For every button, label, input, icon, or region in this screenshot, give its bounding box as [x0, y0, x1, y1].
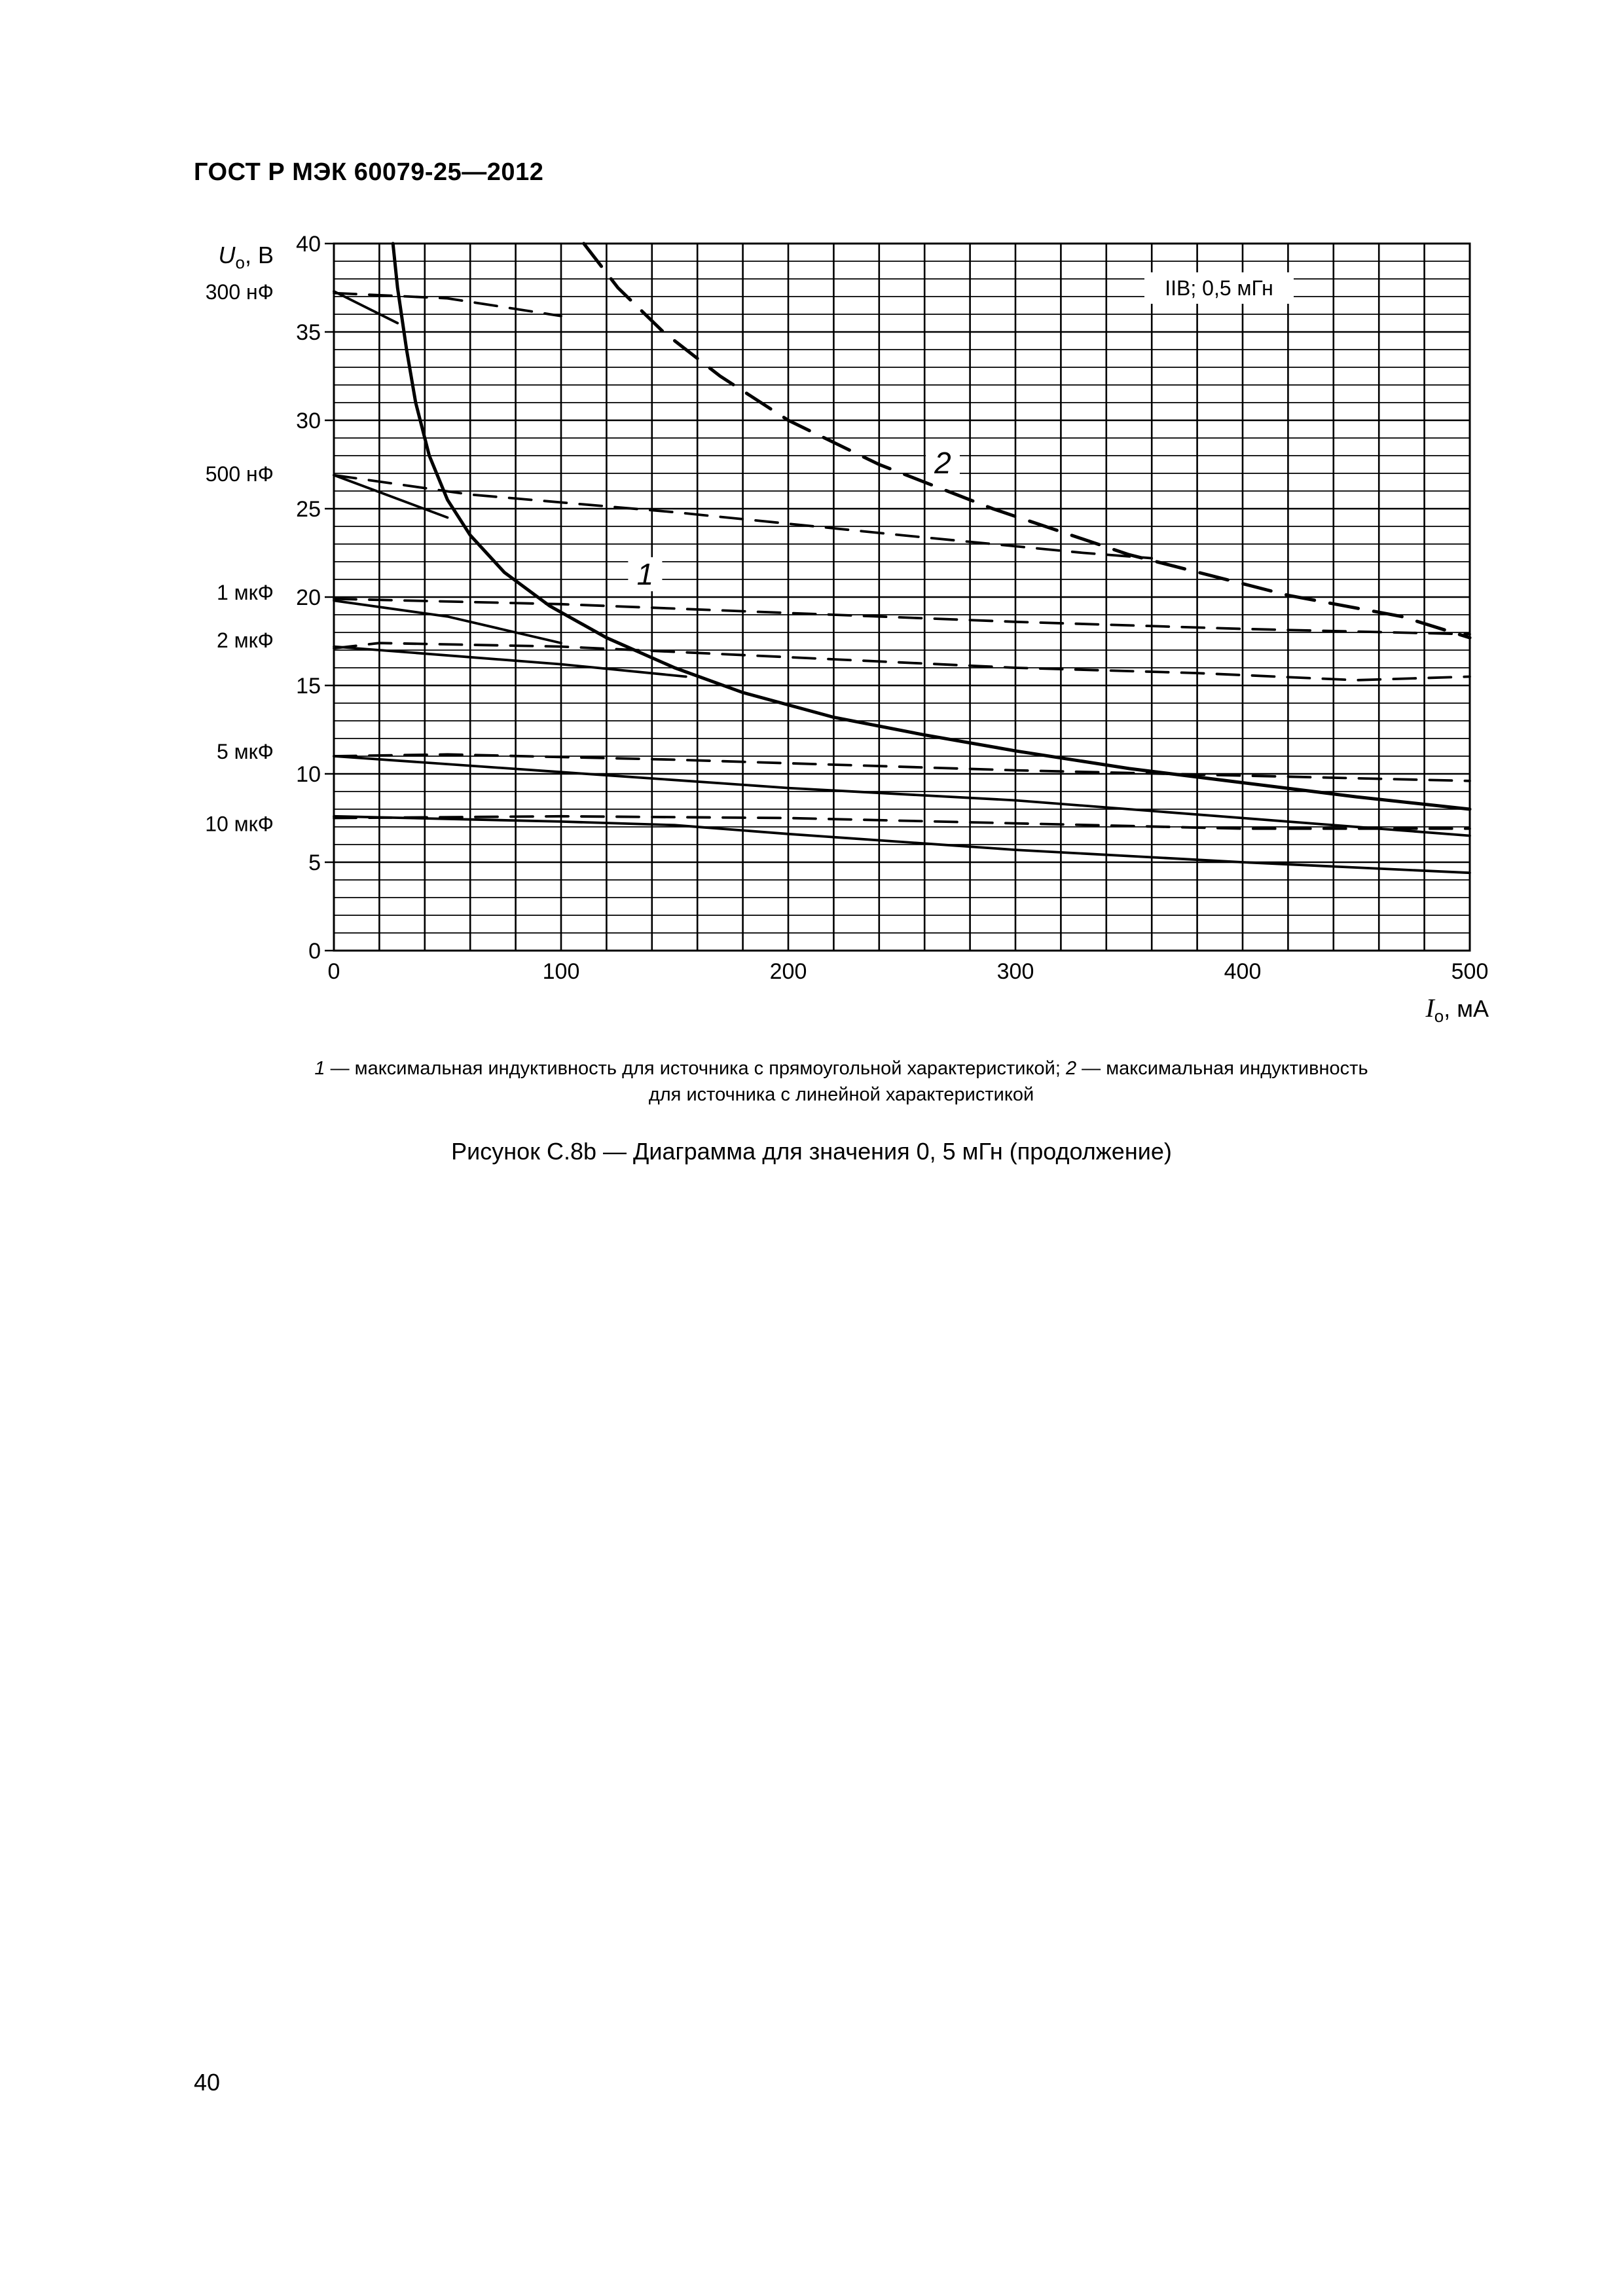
capacitance-label: 2 мкФ	[217, 629, 274, 652]
document-header: ГОСТ Р МЭК 60079-25—2012	[194, 158, 544, 186]
series-line	[333, 473, 449, 519]
series-line	[333, 814, 1471, 875]
figure-legend: 1 — максимальная индуктивность для источ…	[190, 1055, 1493, 1108]
curve-label-background	[628, 557, 663, 592]
x-tick-label: 0	[328, 959, 340, 984]
chart-grid	[325, 242, 1471, 952]
series-line	[333, 753, 1471, 782]
x-tick-label: 200	[770, 959, 807, 984]
curve-label: 2	[934, 446, 951, 480]
capacitance-label: 500 нФ	[206, 462, 274, 486]
series-line	[333, 290, 399, 325]
series-line	[333, 599, 562, 645]
y-axis-label: Uo, В	[219, 242, 274, 272]
legend-text-2: — максимальная индуктивность	[1076, 1058, 1368, 1079]
y-tick-label: 25	[296, 497, 321, 522]
capacitance-label: 300 нФ	[206, 280, 274, 304]
series-line	[582, 242, 1472, 640]
series-line	[391, 242, 1472, 811]
curve-label-background	[925, 446, 960, 480]
y-tick-label: 40	[296, 232, 321, 257]
y-tick-label: 5	[308, 850, 321, 875]
legend-text-1: — максимальная индуктивность для источни…	[325, 1058, 1066, 1079]
x-tick-label: 500	[1451, 959, 1489, 984]
page-number: 40	[194, 2069, 221, 2096]
capacitance-label: 1 мкФ	[217, 581, 274, 604]
capacitance-label: 10 мкФ	[205, 812, 274, 836]
x-axis-label: Io, мА	[1425, 993, 1489, 1026]
y-tick-label: 10	[296, 762, 321, 787]
series-line	[333, 597, 1471, 636]
chart-curves	[333, 242, 1472, 875]
y-tick-label: 30	[296, 409, 321, 433]
series-line	[333, 645, 687, 678]
x-tick-label: 100	[543, 959, 580, 984]
x-tick-label: 300	[997, 959, 1034, 984]
box-label-background	[1144, 272, 1294, 304]
capacitance-label: 5 мкФ	[217, 740, 274, 763]
legend-text-3: для источника с линейной характеристикой	[648, 1084, 1034, 1105]
curve-label: 1	[637, 557, 654, 591]
series-line	[333, 642, 1471, 682]
series-line	[333, 755, 1471, 837]
series-line	[333, 473, 1154, 560]
figure-caption: Рисунок С.8b — Диаграмма для значения 0,…	[451, 1138, 1172, 1165]
legend-number-2: 2	[1065, 1058, 1077, 1079]
series-line	[333, 291, 562, 318]
legend-number-1: 1	[314, 1058, 325, 1079]
box-label: IIB; 0,5 мГн	[1165, 276, 1273, 300]
y-tick-label: 15	[296, 674, 321, 699]
series-line	[333, 814, 1471, 830]
y-tick-label: 0	[308, 939, 321, 964]
x-tick-label: 400	[1224, 959, 1262, 984]
y-tick-label: 20	[296, 585, 321, 610]
y-tick-label: 35	[296, 320, 321, 345]
